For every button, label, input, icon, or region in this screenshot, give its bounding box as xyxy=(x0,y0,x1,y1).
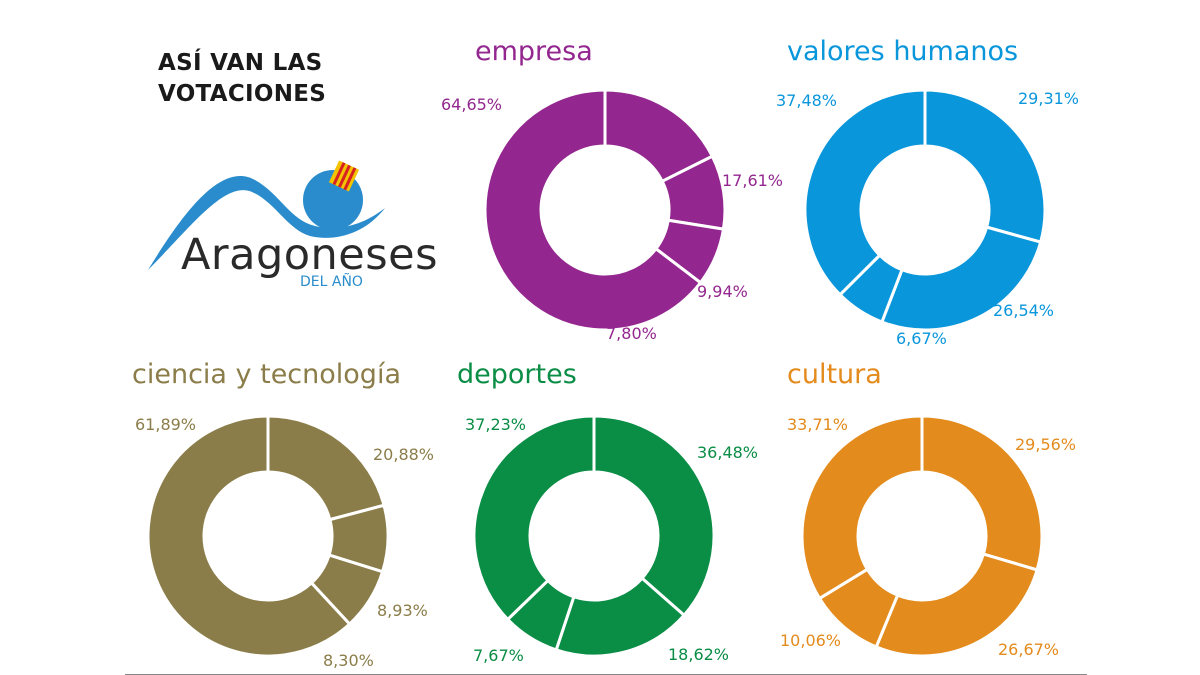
aragon-flag-icon xyxy=(328,160,360,192)
donut-chart-5: cultura 29,56% 26,67% 10,06% 33,71% xyxy=(780,359,1076,659)
donut-slice xyxy=(923,88,1047,244)
donut-chart-4: deportes 36,48% 18,62% 7,67% 37,23% xyxy=(457,359,758,665)
slice-label: 29,31% xyxy=(1018,89,1079,108)
slice-label: 33,71% xyxy=(787,415,848,434)
donut-slice xyxy=(146,414,352,658)
slice-label: 8,30% xyxy=(323,651,374,670)
slice-label: 26,67% xyxy=(998,640,1059,659)
headline-line-2: VOTACIONES xyxy=(158,81,327,107)
slice-label: 37,23% xyxy=(465,415,526,434)
logo-wordmark: Aragoneses xyxy=(181,230,439,280)
slice-label: 7,67% xyxy=(473,646,524,665)
slice-label: 61,89% xyxy=(135,415,196,434)
donut-slice xyxy=(920,414,1044,572)
slice-label: 20,88% xyxy=(373,445,434,464)
donut-slice xyxy=(592,414,716,618)
slice-label: 10,06% xyxy=(780,631,841,650)
slice-label: 36,48% xyxy=(697,443,758,462)
donut-slice xyxy=(483,88,703,332)
donut-chart-2: valores humanos 29,31% 26,54% 6,67% 37,48% xyxy=(776,36,1079,348)
donut-slice xyxy=(266,414,386,522)
chart-title: valores humanos xyxy=(787,36,1018,67)
donut-slice xyxy=(800,414,924,601)
chart-title: ciencia y tecnología xyxy=(132,359,401,390)
slice-label: 7,80% xyxy=(606,324,657,343)
donut-chart-3: ciencia y tecnología 20,88% 8,93% 8,30% 61,8… xyxy=(132,359,434,670)
donut-slice xyxy=(879,225,1043,332)
slice-label: 29,56% xyxy=(1015,435,1076,454)
slice-label: 37,48% xyxy=(776,91,837,110)
donut-chart-1: empresa 17,61% 9,94% 7,80% 64,65% xyxy=(441,36,783,343)
aragoneses-logo: Aragoneses DEL AÑO xyxy=(140,158,438,298)
donut-slice xyxy=(874,552,1039,658)
slice-label: 64,65% xyxy=(441,95,502,114)
slice-label: 26,54% xyxy=(993,301,1054,320)
donut-slice xyxy=(803,88,927,297)
slice-label: 9,94% xyxy=(697,282,748,301)
page-headline: ASÍ VAN LAS VOTACIONES xyxy=(158,48,326,110)
donut-slice xyxy=(472,414,596,622)
slice-label: 18,62% xyxy=(668,645,729,664)
chart-title: cultura xyxy=(787,359,882,390)
chart-title: deportes xyxy=(457,359,577,390)
logo-subtitle: DEL AÑO xyxy=(300,274,363,290)
slice-label: 17,61% xyxy=(722,171,783,190)
slice-label: 6,67% xyxy=(896,329,947,348)
slice-label: 8,93% xyxy=(377,601,428,620)
chart-title: empresa xyxy=(475,36,593,67)
logo-swoosh-icon xyxy=(148,160,385,270)
headline-line-1: ASÍ VAN LAS xyxy=(158,50,323,76)
